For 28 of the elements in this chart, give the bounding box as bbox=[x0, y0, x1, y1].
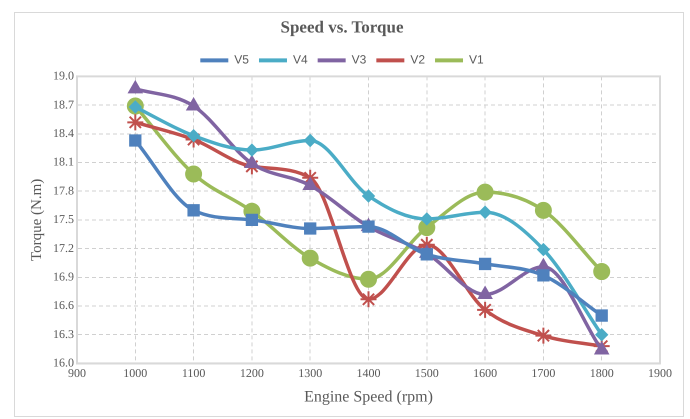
x-tick-label: 1100 bbox=[182, 366, 206, 380]
y-tick-label: 17.8 bbox=[53, 183, 74, 198]
x-tick-label: 1700 bbox=[531, 366, 556, 380]
x-tick-label: 1400 bbox=[356, 366, 380, 380]
x-tick-label: 1300 bbox=[298, 366, 322, 380]
y-tick-label: 18.7 bbox=[53, 97, 74, 112]
x-axis-title: Engine Speed (rpm) bbox=[304, 388, 433, 406]
y-tick-label: 17.2 bbox=[53, 240, 74, 255]
x-tick-label: 1600 bbox=[473, 366, 498, 380]
y-axis-title: Torque (N.m) bbox=[28, 178, 45, 262]
x-tick-label: 1900 bbox=[648, 366, 672, 380]
y-tick-label: 16.6 bbox=[53, 298, 74, 312]
legend-label: V1 bbox=[469, 52, 484, 67]
y-tick-label: 16.9 bbox=[53, 269, 74, 284]
y-tick-label: 17.5 bbox=[53, 212, 74, 226]
x-tick-label: 1200 bbox=[240, 366, 264, 380]
legend-label: V2 bbox=[410, 52, 426, 67]
legend-label: V3 bbox=[352, 52, 367, 67]
y-tick-label: 18.4 bbox=[53, 126, 74, 140]
y-tick-label: 18.1 bbox=[53, 154, 74, 169]
y-tick-label: 19.0 bbox=[53, 68, 74, 83]
x-tick-label: 1000 bbox=[123, 366, 148, 380]
legend-label: V5 bbox=[234, 52, 250, 67]
x-tick-label: 1500 bbox=[414, 366, 439, 380]
y-tick-label: 16.3 bbox=[53, 326, 74, 341]
legend-label: V4 bbox=[292, 52, 308, 67]
chart-title: Speed vs. Torque bbox=[280, 18, 404, 37]
x-tick-label: 1800 bbox=[590, 366, 614, 380]
